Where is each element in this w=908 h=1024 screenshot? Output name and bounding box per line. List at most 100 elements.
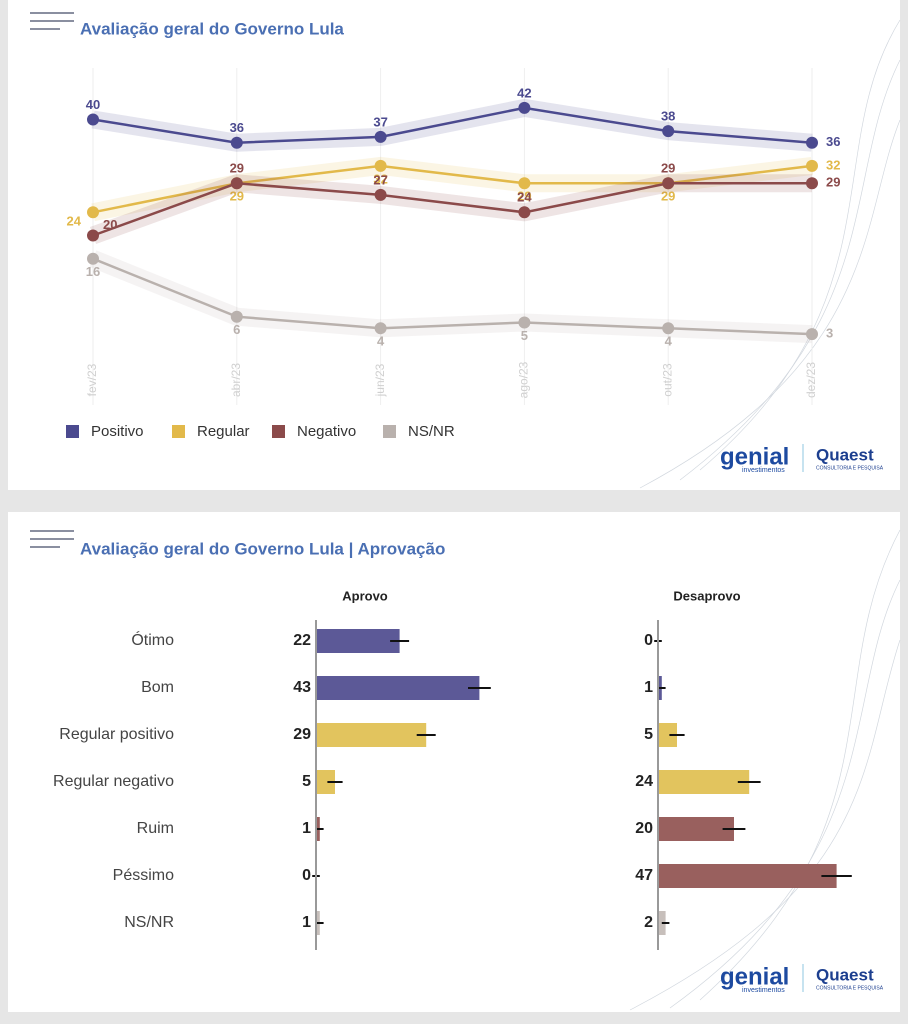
data-label: 24 — [517, 190, 532, 205]
data-label: 5 — [302, 773, 311, 790]
bar — [316, 770, 335, 794]
data-label: 1 — [644, 679, 653, 696]
y-tick-label: Regular positivo — [59, 726, 174, 743]
legend-label: Positivo — [91, 423, 144, 440]
marker — [806, 159, 818, 172]
data-label: 42 — [517, 85, 531, 100]
x-tick-label: fev/23 — [85, 363, 99, 396]
marker — [230, 177, 243, 190]
marker — [230, 136, 243, 149]
marker — [806, 177, 818, 190]
y-tick-label: Regular negativo — [53, 773, 174, 790]
data-label: 29 — [230, 161, 244, 176]
data-label: 2 — [644, 914, 653, 931]
legend-label: Negativo — [297, 423, 356, 440]
x-tick-label: ago/23 — [517, 361, 531, 398]
brand: Quaest — [816, 965, 874, 984]
data-label: 4 — [377, 334, 385, 349]
data-label: 32 — [826, 157, 840, 172]
logo-mark — [30, 12, 74, 548]
data-label: 38 — [661, 109, 675, 124]
decoration — [629, 19, 901, 1011]
chart-title: Avaliação geral do Governo Lula | Aprova… — [80, 539, 445, 558]
data-label: 43 — [293, 679, 311, 696]
y-tick-label: Péssimo — [113, 867, 174, 884]
x-tick-label: jun/23 — [373, 363, 387, 397]
y-tick-label: NS/NR — [124, 914, 174, 931]
legend-swatch — [172, 425, 185, 438]
bar — [658, 864, 837, 888]
marker — [518, 206, 531, 219]
marker — [374, 188, 387, 201]
brand: genial — [720, 443, 789, 470]
y-tick-label: Bom — [141, 679, 174, 696]
data-label: 0 — [302, 867, 311, 884]
data-label: 5 — [521, 328, 528, 343]
bar — [316, 676, 480, 700]
y-tick-label: Ruim — [137, 820, 174, 837]
legend-label: NS/NR — [408, 423, 455, 440]
bar — [658, 817, 734, 841]
marker — [518, 177, 531, 190]
panel — [8, 0, 900, 490]
marker — [87, 229, 99, 242]
data-label: 1 — [302, 820, 311, 837]
marker — [374, 322, 387, 335]
panel-header: Desaprovo — [673, 588, 740, 603]
data-label: 40 — [86, 97, 100, 112]
data-label: 24 — [635, 773, 653, 790]
marker — [87, 113, 99, 126]
chart-title: Avaliação geral do Governo Lula — [80, 19, 344, 38]
marker — [87, 252, 99, 265]
data-label: 24 — [67, 214, 82, 229]
marker — [230, 310, 243, 323]
line — [92, 182, 812, 237]
data-label: 29 — [517, 189, 531, 204]
bar — [316, 723, 427, 747]
bar — [658, 770, 750, 794]
data-label: 6 — [233, 322, 240, 337]
branding: genial investimentos Quaest CONSULTORIA … — [720, 443, 884, 994]
data-label: 29 — [661, 161, 675, 176]
brand-sub: CONSULTORIA E PESQUISA — [816, 985, 884, 991]
y-tick-label: Ótimo — [131, 630, 174, 649]
marker — [662, 125, 675, 138]
marker — [662, 177, 675, 190]
bar — [316, 629, 400, 653]
data-label: 3 — [826, 326, 833, 341]
marker — [806, 136, 818, 149]
data-label: 16 — [86, 264, 100, 279]
data-label: 29 — [230, 189, 244, 204]
brand-sub: investimentos — [742, 987, 785, 994]
data-label: 27 — [373, 172, 387, 187]
data-label: 20 — [635, 820, 653, 837]
marker — [374, 159, 387, 172]
brand-sub: investimentos — [742, 467, 785, 474]
marker — [806, 328, 818, 341]
legend-swatch — [272, 425, 285, 438]
x-tick-label: abr/23 — [229, 363, 243, 397]
bar — [658, 723, 677, 747]
data-label: 47 — [635, 867, 653, 884]
data-label: 1 — [302, 914, 311, 931]
line — [92, 164, 813, 214]
data-label: 29 — [826, 175, 840, 190]
marker — [518, 101, 531, 114]
marker — [662, 322, 675, 335]
data-label: 0 — [644, 632, 653, 649]
data-label: 36 — [826, 134, 840, 149]
data-label: 36 — [230, 120, 244, 135]
legend-swatch — [66, 425, 79, 438]
panel-header: Aprovo — [342, 588, 388, 603]
data-label: 29 — [293, 726, 311, 743]
data-label: 29 — [661, 189, 675, 204]
marker — [87, 206, 99, 219]
panel — [8, 512, 900, 1012]
brand: Quaest — [816, 445, 874, 464]
legend-label: Regular — [197, 423, 250, 440]
x-tick-label: dez/23 — [804, 362, 818, 398]
data-label: 32 — [373, 171, 387, 186]
marker — [374, 130, 387, 143]
brand: genial — [720, 963, 789, 990]
line — [92, 106, 813, 144]
